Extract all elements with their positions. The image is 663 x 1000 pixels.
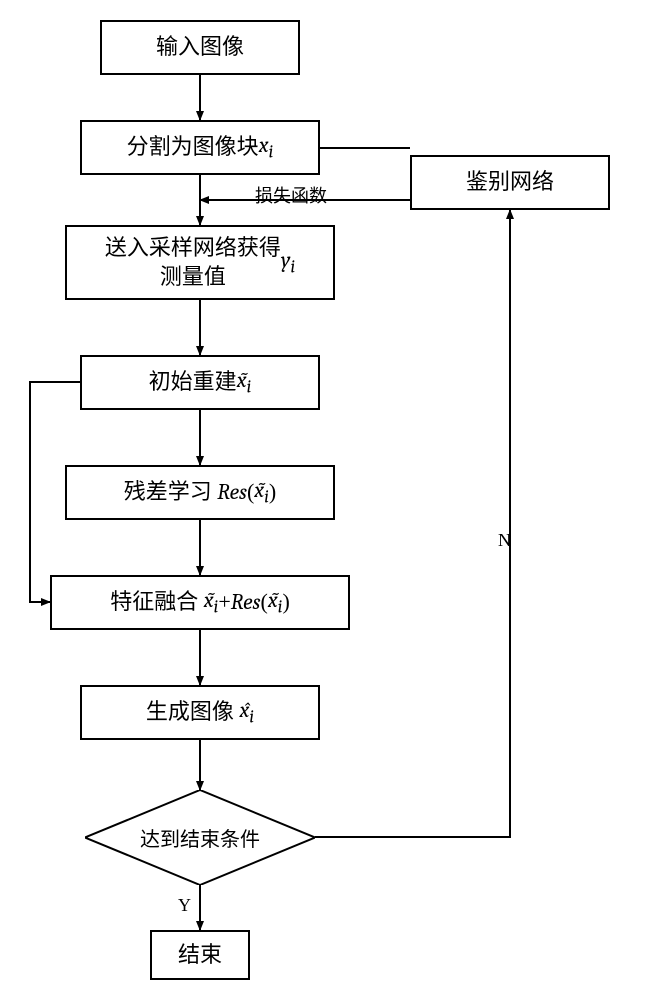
edge-e12_diamond_N_to_n10 [315, 210, 510, 837]
flow-box-n5: 残差学习 Res(x̃i) [65, 465, 335, 520]
flow-box-n6: 特征融合 x̃i + Res(x̃i) [50, 575, 350, 630]
flow-box-n2: 分割为图像块 xi [80, 120, 320, 175]
edge-label-branchN: N [498, 530, 511, 551]
flow-diamond-n8: 达到结束条件 [85, 790, 315, 885]
flow-box-n9: 结束 [150, 930, 250, 980]
flow-box-n7: 生成图像 x̂i [80, 685, 320, 740]
flow-box-n4: 初始重建 x̃i [80, 355, 320, 410]
edge-label-branchY: Y [178, 895, 191, 916]
flowchart-canvas: 输入图像分割为图像块 xi 送入采样网络获得测量值 yi 初始重建 x̃i 残差学习 … [0, 0, 663, 1000]
flow-box-n10: 鉴别网络 [410, 155, 610, 210]
flow-box-n3: 送入采样网络获得测量值 yi [65, 225, 335, 300]
edge-label-loss: 损失函数 [255, 182, 327, 208]
flow-box-n1: 输入图像 [100, 20, 300, 75]
diamond-label: 达到结束条件 [85, 790, 315, 885]
